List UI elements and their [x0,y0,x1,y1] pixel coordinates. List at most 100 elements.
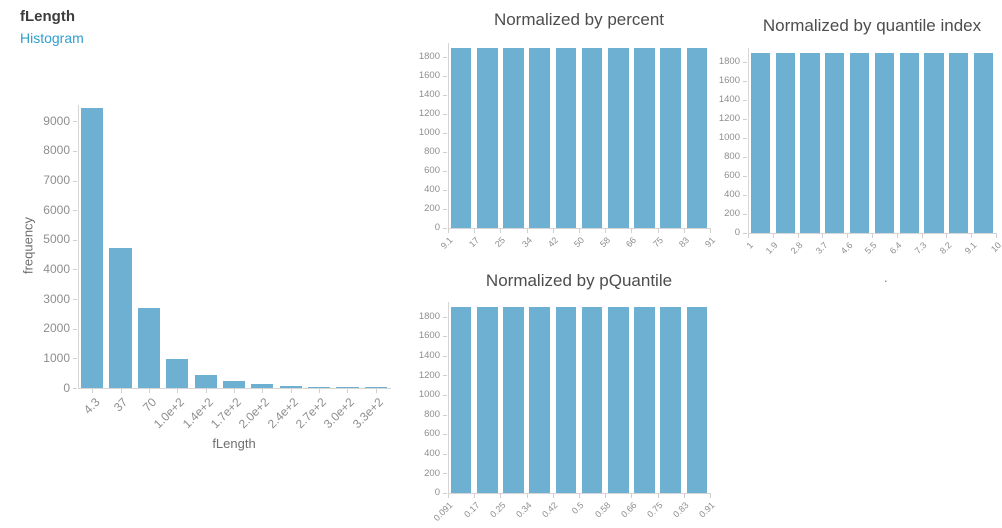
x-axis-tick [120,389,122,393]
y-axis-tick-label: 1600 [418,70,440,82]
x-axis-tick [579,494,580,498]
bar[interactable] [81,107,104,388]
bar[interactable] [608,306,629,493]
bar[interactable] [222,381,246,388]
bar[interactable] [800,52,820,233]
y-axis-tick-label: 1200 [418,108,440,120]
x-axis-tick [474,229,476,233]
y-axis-tick-label: 0 [434,487,440,499]
y-axis-tick [743,62,747,64]
bar[interactable] [166,359,189,388]
bar[interactable] [581,306,603,493]
y-axis-tick [743,100,747,102]
bar[interactable] [364,387,387,388]
plot-area [78,105,391,389]
bar[interactable] [660,306,681,493]
bar[interactable] [634,47,655,228]
x-axis-tick [797,234,799,238]
y-axis-tick-label: 200 [424,203,440,215]
bar[interactable] [849,52,870,233]
x-axis-tick [177,389,179,393]
x-axis-tick-label: 0.83 [671,500,691,520]
histogram-link[interactable]: Histogram [20,30,84,46]
bar[interactable] [450,306,472,493]
y-axis-tick [743,119,747,121]
x-axis-tick-label: 1.9 [763,240,780,256]
x-axis-tick-label: 9.1 [439,235,456,251]
plot-area [448,302,711,494]
bar[interactable] [194,374,217,388]
bar[interactable] [109,247,132,388]
y-axis-tick-label: 2000 [43,321,70,336]
x-axis-tick-label: 0.25 [488,500,508,520]
bar[interactable] [503,306,524,493]
bar[interactable] [555,47,577,228]
y-axis-tick-label: 1400 [418,349,440,361]
x-axis-tick [921,234,923,238]
y-axis-tick [73,388,77,389]
x-axis-tick-label: 83 [676,235,691,250]
x-axis-tick-label: 2.0e+2 [236,395,273,432]
y-axis-tick [743,176,747,178]
bar[interactable] [251,383,274,388]
bar[interactable] [924,52,944,233]
y-axis-tick [443,395,447,397]
bar[interactable] [308,386,331,388]
x-axis-tick [205,389,207,393]
bar[interactable] [686,47,708,228]
y-axis-tick-label: 600 [424,165,440,177]
y-axis-tick-label: 0 [63,380,70,395]
bar[interactable] [336,387,359,388]
bar[interactable] [750,52,771,233]
bar[interactable] [608,47,629,228]
x-axis-tick-label: 0.66 [619,500,639,520]
bar[interactable] [581,47,603,228]
y-axis-tick-label: 0 [734,227,740,239]
x-axis-tick-label: 6.4 [887,240,904,256]
bar[interactable] [973,52,994,233]
bar[interactable] [529,306,550,493]
bar[interactable] [899,52,919,233]
plot-area [448,43,711,229]
bar[interactable] [686,306,708,493]
bar[interactable] [279,385,302,388]
y-axis-title: frequency [20,216,36,274]
x-axis-tick [375,389,377,393]
bar[interactable] [775,52,795,233]
bar[interactable] [634,306,655,493]
y-axis-tick [73,180,77,182]
x-axis-tick [631,494,633,498]
x-axis-tick-label: 42 [545,235,560,250]
x-axis-tick-label: 1.4e+2 [179,395,216,432]
y-axis-tick-label: 1000 [43,350,70,365]
bar[interactable] [529,47,550,228]
bar[interactable] [477,306,498,493]
y-axis-tick [443,453,447,455]
y-axis-tick [443,95,447,97]
y-axis-tick-label: 9000 [43,113,70,128]
bar[interactable] [825,52,845,233]
bar[interactable] [660,47,681,228]
bar[interactable] [503,47,524,228]
bar[interactable] [949,52,969,233]
bar[interactable] [137,308,160,388]
x-axis-tick [605,494,607,498]
x-axis-tick-label: 50 [571,235,587,250]
x-axis-tick [552,229,554,233]
y-axis-tick-label: 1800 [418,51,440,63]
x-axis-tick [822,234,824,238]
x-axis-tick-label: 8.2 [937,240,954,256]
x-axis-tick-label: 3.7 [813,240,830,256]
x-axis-tick-label: 10 [988,240,1002,255]
bar[interactable] [450,47,472,228]
chart-title: Normalized by pQuantile [485,271,673,290]
bar[interactable] [477,47,498,228]
x-axis-tick-label: 34 [519,235,534,250]
x-axis-tick [605,229,607,233]
y-axis-tick-label: 1200 [718,113,740,125]
x-axis-tick [500,229,502,233]
x-axis-tick-label: 7.3 [912,240,929,256]
y-axis-tick [443,133,447,135]
bar[interactable] [555,306,577,493]
bar[interactable] [874,52,895,233]
